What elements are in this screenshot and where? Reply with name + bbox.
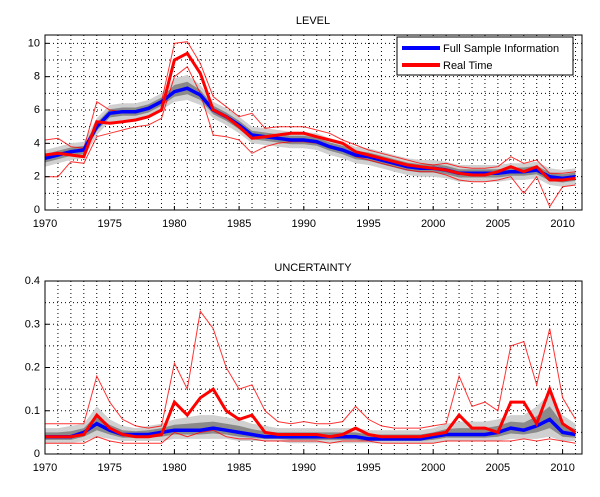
level-ytick-label: 10 — [28, 37, 40, 49]
level-title: LEVEL — [296, 15, 330, 27]
uncertainty-xtick-label: 1995 — [356, 462, 380, 474]
uncertainty-xtick-label: 1975 — [97, 462, 121, 474]
uncertainty-ytick-label: 0.4 — [25, 275, 40, 287]
uncertainty-ytick-label: 0.2 — [25, 362, 40, 374]
level-ytick-label: 8 — [34, 71, 40, 83]
level-xtick-label: 1985 — [227, 218, 251, 230]
uncertainty-xtick-label: 2010 — [550, 462, 574, 474]
uncertainty-ytick-label: 0 — [34, 448, 40, 460]
level-ytick-label: 4 — [34, 137, 40, 149]
level-xtick-label: 1975 — [97, 218, 121, 230]
legend-label-full-sample: Full Sample Information — [443, 43, 559, 55]
uncertainty-xtick-label: 1970 — [33, 462, 57, 474]
level-xtick-label: 1970 — [33, 218, 57, 230]
level-xtick-label: 1990 — [292, 218, 316, 230]
uncertainty-xtick-label: 1990 — [292, 462, 316, 474]
level-real-time-line — [44, 51, 576, 182]
uncertainty-real-time-line — [45, 384, 577, 439]
level-xtick-label: 1980 — [162, 218, 186, 230]
level-ytick-label: 2 — [34, 171, 40, 183]
uncertainty-real-time-lower — [45, 429, 576, 444]
legend-label-real-time: Real Time — [443, 60, 493, 72]
level-xtick-label: 2000 — [421, 218, 445, 230]
uncertainty-xtick-label: 1980 — [162, 462, 186, 474]
uncertainty-full-sample-line — [45, 417, 576, 441]
legend-box — [396, 36, 574, 76]
uncertainty-real-time-upper — [45, 310, 576, 429]
level-xtick-label: 1995 — [356, 218, 380, 230]
uncertainty-title: UNCERTAINTY — [274, 262, 352, 274]
level-ytick-label: 6 — [34, 104, 40, 116]
uncertainty-xtick-label: 2000 — [421, 462, 445, 474]
uncertainty-xtick-label: 2005 — [486, 462, 510, 474]
uncertainty-xtick-label: 1985 — [227, 462, 251, 474]
legend: Full Sample Information Real Time — [396, 36, 574, 76]
level-xtick-label: 2010 — [550, 218, 574, 230]
level-ytick-label: 0 — [34, 204, 40, 216]
uncertainty-ytick-label: 0.1 — [25, 405, 40, 417]
level-axes-frame — [44, 34, 583, 211]
uncertainty-ytick-label: 0.3 — [25, 318, 40, 330]
level-xtick-label: 2005 — [486, 218, 510, 230]
